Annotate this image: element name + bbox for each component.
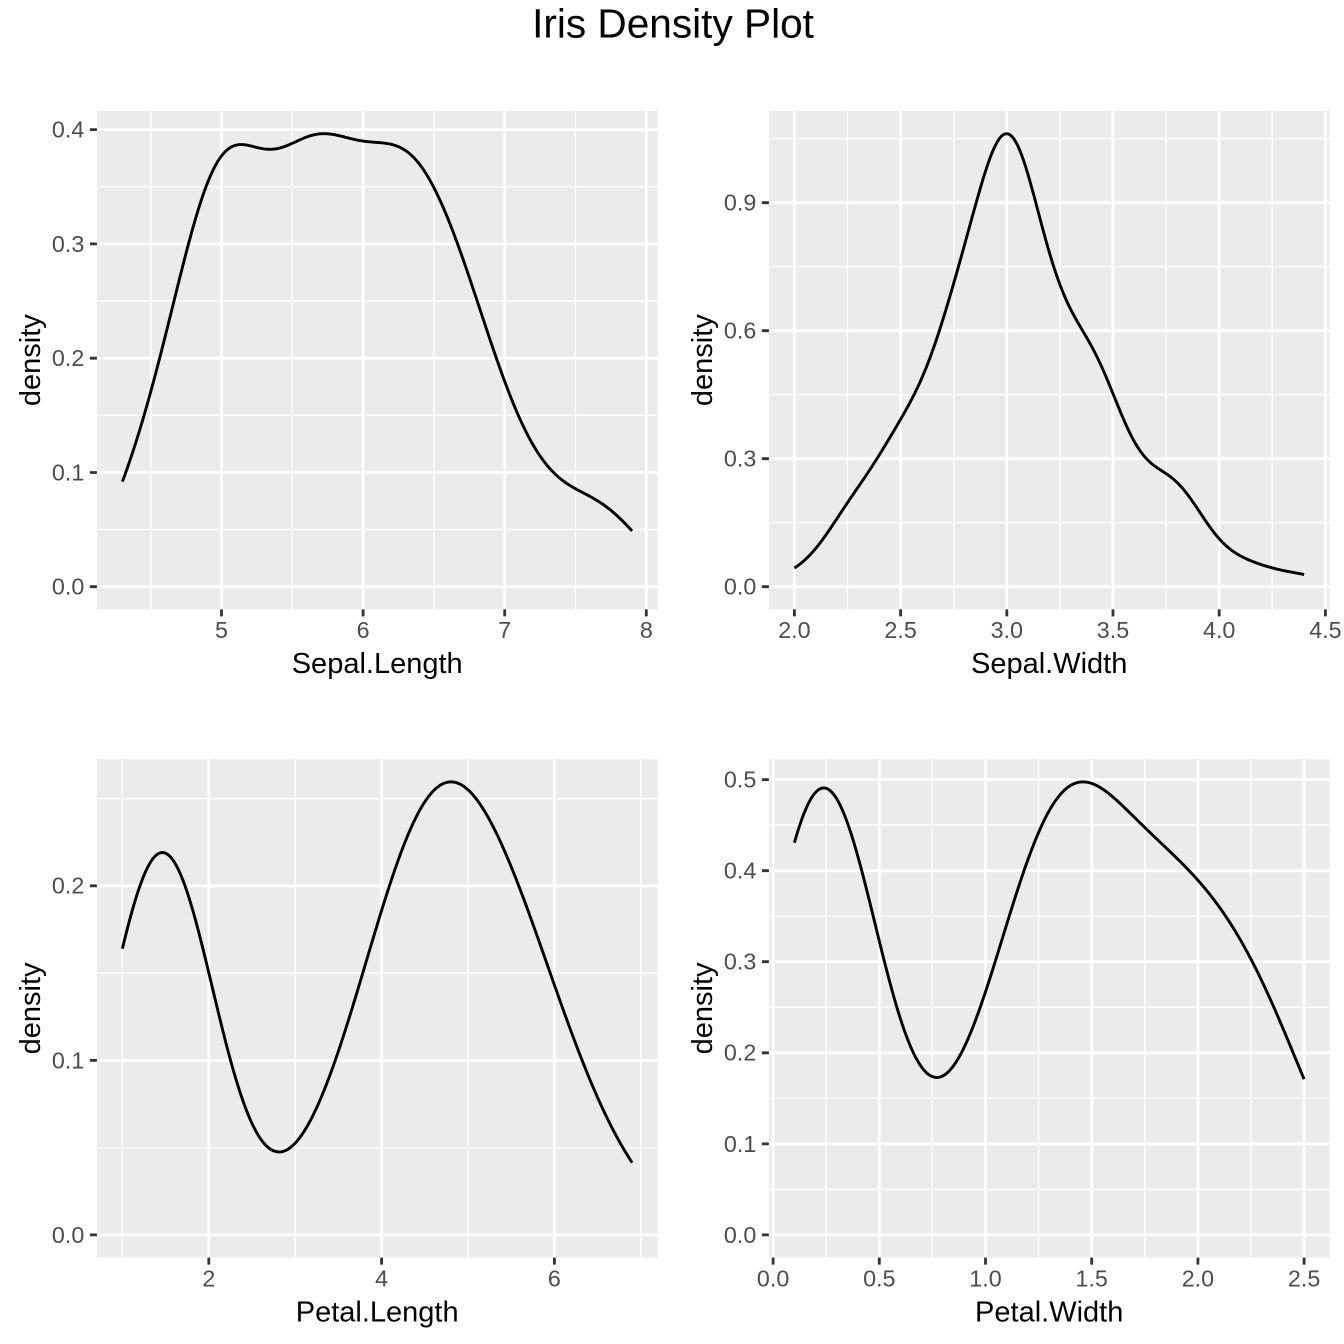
svg-text:0.2: 0.2 xyxy=(52,873,84,899)
svg-text:3.0: 3.0 xyxy=(991,617,1023,643)
svg-text:0.6: 0.6 xyxy=(724,318,756,344)
svg-text:0.5: 0.5 xyxy=(863,1265,895,1291)
svg-text:0.0: 0.0 xyxy=(724,1222,756,1248)
svg-text:0.1: 0.1 xyxy=(52,459,84,485)
svg-text:density: density xyxy=(687,314,719,406)
svg-text:1.5: 1.5 xyxy=(1076,1265,1108,1291)
svg-text:4: 4 xyxy=(375,1265,388,1291)
svg-text:0.1: 0.1 xyxy=(724,1131,756,1157)
svg-text:0.0: 0.0 xyxy=(724,574,756,600)
svg-text:6: 6 xyxy=(357,617,370,643)
svg-text:density: density xyxy=(15,962,47,1054)
svg-text:0.0: 0.0 xyxy=(757,1265,789,1291)
svg-text:0.4: 0.4 xyxy=(724,858,756,884)
svg-text:0.3: 0.3 xyxy=(724,446,756,472)
svg-text:4.0: 4.0 xyxy=(1203,617,1235,643)
svg-text:7: 7 xyxy=(498,617,511,643)
svg-text:0.5: 0.5 xyxy=(724,767,756,793)
svg-text:Iris Density Plot: Iris Density Plot xyxy=(532,1,814,47)
svg-text:4.5: 4.5 xyxy=(1309,617,1341,643)
svg-text:Petal.Width: Petal.Width xyxy=(975,1296,1123,1328)
svg-text:5: 5 xyxy=(215,617,228,643)
svg-text:0.3: 0.3 xyxy=(724,949,756,975)
svg-text:3.5: 3.5 xyxy=(1097,617,1129,643)
svg-text:Sepal.Width: Sepal.Width xyxy=(971,648,1127,680)
svg-text:2.5: 2.5 xyxy=(884,617,916,643)
svg-text:Petal.Length: Petal.Length xyxy=(296,1296,459,1328)
svg-text:0.0: 0.0 xyxy=(52,574,84,600)
svg-text:0.2: 0.2 xyxy=(724,1040,756,1066)
svg-text:density: density xyxy=(687,962,719,1054)
svg-text:2: 2 xyxy=(202,1265,215,1291)
svg-text:8: 8 xyxy=(640,617,653,643)
svg-text:0.3: 0.3 xyxy=(52,231,84,257)
svg-text:0.4: 0.4 xyxy=(52,117,84,143)
svg-text:0.2: 0.2 xyxy=(52,345,84,371)
svg-text:1.0: 1.0 xyxy=(969,1265,1001,1291)
svg-text:0.0: 0.0 xyxy=(52,1222,84,1248)
svg-text:2.5: 2.5 xyxy=(1288,1265,1320,1291)
svg-text:2.0: 2.0 xyxy=(1182,1265,1214,1291)
svg-text:2.0: 2.0 xyxy=(778,617,810,643)
svg-text:0.9: 0.9 xyxy=(724,190,756,216)
svg-text:0.1: 0.1 xyxy=(52,1047,84,1073)
svg-text:Sepal.Length: Sepal.Length xyxy=(292,648,463,680)
svg-text:6: 6 xyxy=(548,1265,561,1291)
svg-text:density: density xyxy=(15,314,47,406)
